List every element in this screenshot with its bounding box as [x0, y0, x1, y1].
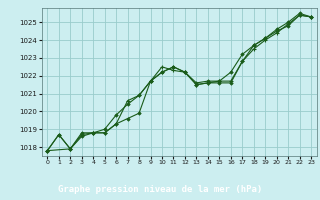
Text: Graphe pression niveau de la mer (hPa): Graphe pression niveau de la mer (hPa)	[58, 185, 262, 194]
